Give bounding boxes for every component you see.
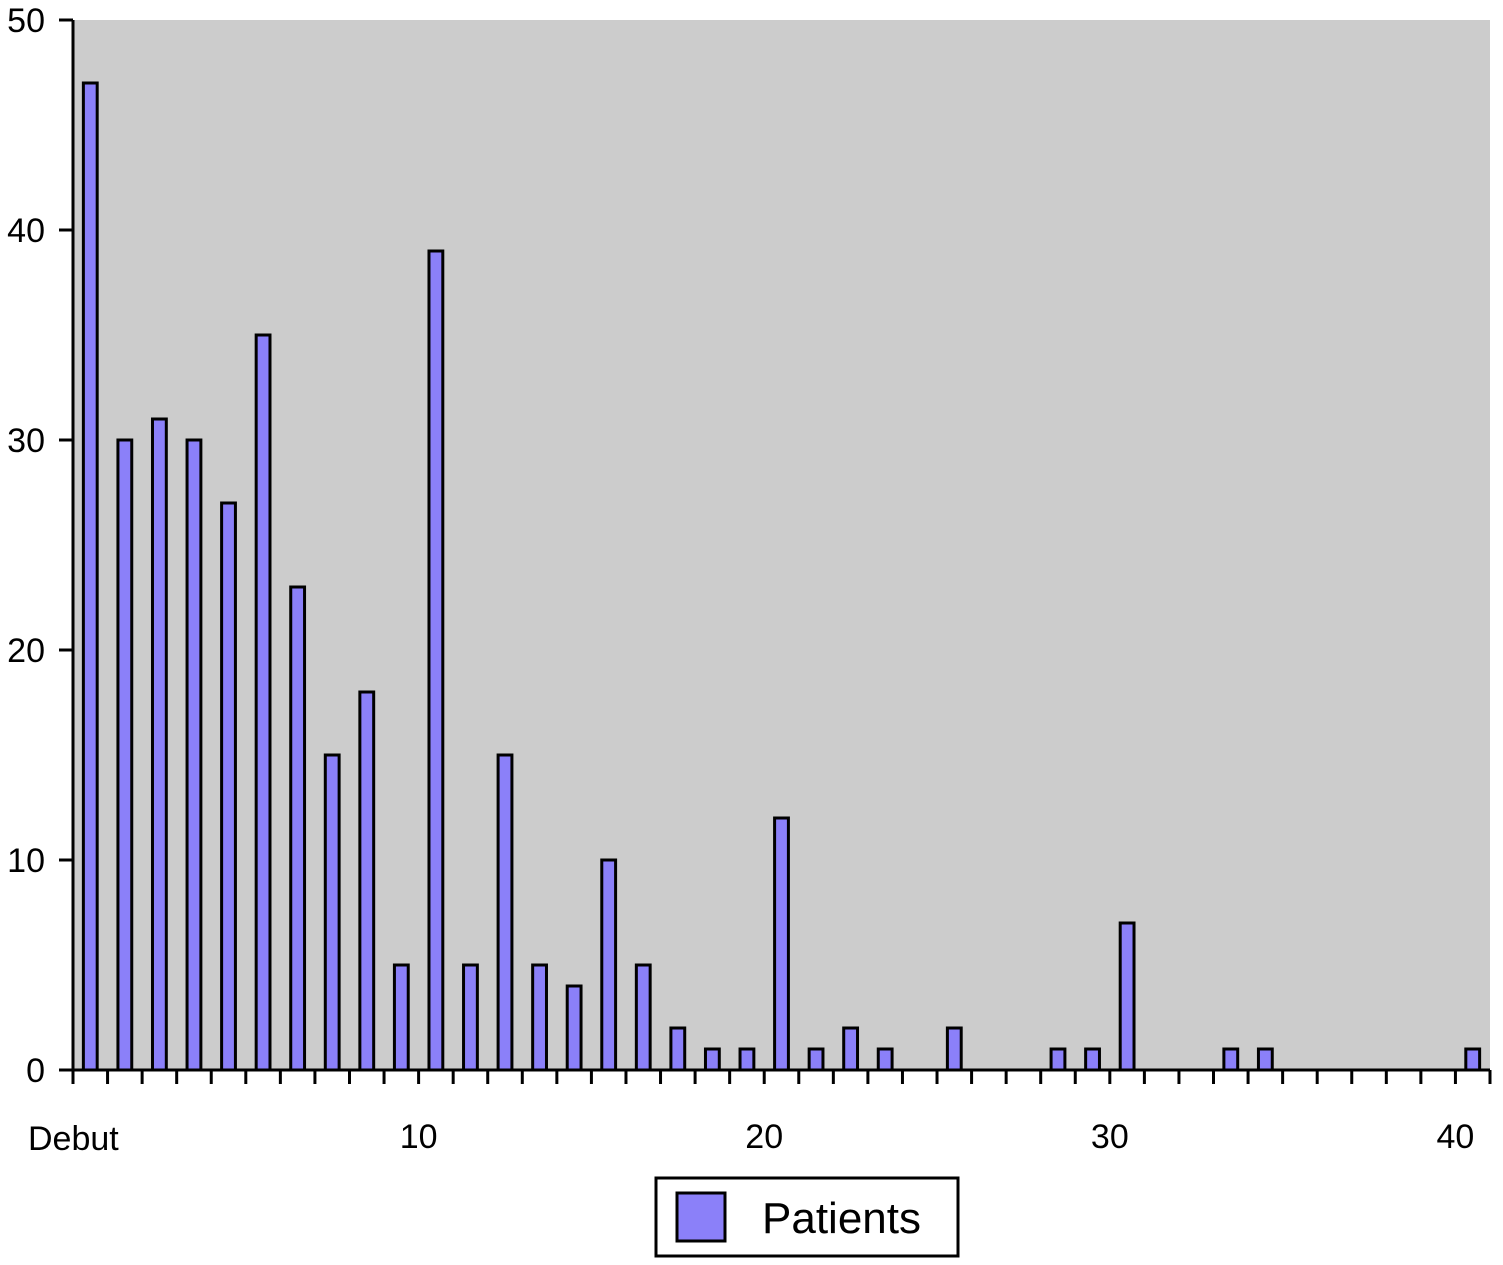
- y-tick-label-20: 20: [7, 632, 45, 670]
- bar-5: [254, 333, 272, 1072]
- y-tick-label-0: 0: [26, 1052, 45, 1090]
- x-tick-label-debut: Debut: [28, 1120, 119, 1158]
- x-tick-label-30: 30: [1091, 1118, 1129, 1156]
- legend-swatch: [675, 1191, 727, 1243]
- bar-16: [634, 963, 652, 1072]
- bar-9: [392, 963, 410, 1072]
- bar-22: [842, 1026, 860, 1072]
- bar-19: [738, 1047, 756, 1072]
- bar-21: [807, 1047, 825, 1072]
- bar-3: [185, 438, 203, 1072]
- bar-4: [220, 501, 237, 1072]
- axes-group: [59, 18, 1492, 1084]
- y-tick-label-10: 10: [7, 842, 45, 880]
- bar-1: [116, 438, 134, 1072]
- bar-18: [703, 1047, 721, 1072]
- bar-34: [1256, 1047, 1274, 1072]
- bars-group: [81, 81, 1482, 1072]
- bar-11: [462, 963, 479, 1072]
- y-tick-label-50: 50: [7, 2, 45, 40]
- bar-13: [531, 963, 548, 1072]
- bar-25: [945, 1026, 963, 1072]
- bar-14: [565, 984, 583, 1072]
- bar-20: [773, 816, 790, 1072]
- x-tick-label-10: 10: [400, 1118, 438, 1156]
- bar-10: [427, 249, 445, 1072]
- x-tick-label-40: 40: [1437, 1118, 1475, 1156]
- legend: Patients: [654, 1176, 960, 1258]
- legend-label: Patients: [762, 1194, 921, 1243]
- bar-17: [669, 1026, 687, 1072]
- bar-0: [81, 81, 99, 1072]
- bar-23: [876, 1047, 894, 1072]
- tick-labels-group: 0 10 20 30 40 50 Debut 10 20 30 40: [7, 2, 1474, 1158]
- y-tick-label-40: 40: [7, 212, 45, 250]
- bar-30: [1118, 921, 1136, 1072]
- x-tick-label-20: 20: [745, 1118, 783, 1156]
- bar-15: [600, 858, 618, 1072]
- bar-7: [323, 753, 341, 1072]
- bar-28: [1049, 1047, 1067, 1072]
- bar-12: [496, 753, 514, 1072]
- y-tick-label-30: 30: [7, 422, 45, 460]
- bar-29: [1084, 1047, 1101, 1072]
- bar-8: [358, 690, 376, 1072]
- bar-6: [289, 585, 307, 1072]
- bar-40: [1464, 1047, 1482, 1072]
- bar-2: [150, 417, 168, 1072]
- bar-33: [1222, 1047, 1240, 1072]
